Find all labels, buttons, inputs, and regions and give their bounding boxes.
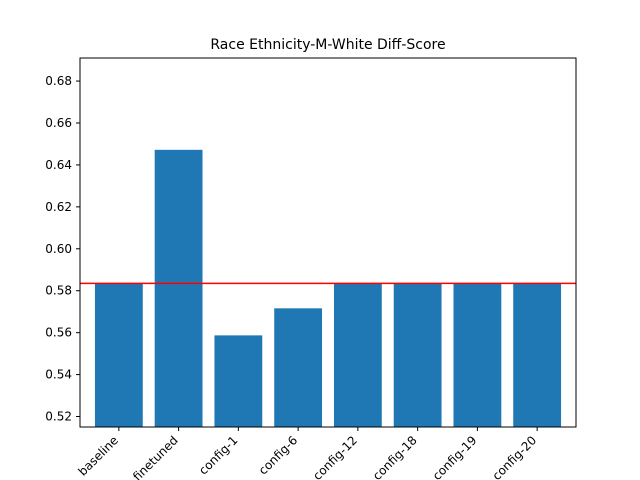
bar-config-6 <box>274 308 323 427</box>
bar-config-1 <box>214 335 263 427</box>
y-tick-label: 0.58 <box>45 284 72 298</box>
y-tick-label: 0.68 <box>45 74 72 88</box>
x-tick-label: config-12 <box>310 433 360 480</box>
x-tick-label: config-1 <box>196 433 240 477</box>
bars-group <box>94 149 562 427</box>
x-axis: baseline finetuned config-1 config-6 config-… <box>76 427 540 480</box>
bar-config-20 <box>513 283 562 427</box>
x-tick-label: config-6 <box>256 433 300 477</box>
y-tick-label: 0.60 <box>45 242 72 256</box>
x-tick-label: finetuned <box>130 433 181 480</box>
y-tick-label: 0.56 <box>45 326 72 340</box>
y-tick-label: 0.52 <box>45 410 72 424</box>
bar-config-18 <box>393 283 442 427</box>
x-tick-label: config-20 <box>490 433 540 480</box>
bar-baseline <box>94 283 143 427</box>
bar-config-12 <box>333 283 382 427</box>
y-tick-label: 0.62 <box>45 200 72 214</box>
y-tick-label: 0.54 <box>45 368 72 382</box>
bar-finetuned <box>154 149 203 427</box>
y-tick-label: 0.66 <box>45 116 72 130</box>
y-axis: 0.52 0.54 0.56 0.58 0.60 0.62 0.64 0.66 0.68 <box>45 74 80 424</box>
x-tick-label: baseline <box>76 433 121 478</box>
x-tick-label: config-19 <box>430 433 480 480</box>
plot-frame <box>79 57 577 428</box>
y-tick-label: 0.64 <box>45 158 72 172</box>
bar-config-19 <box>453 283 502 427</box>
x-tick-label: config-18 <box>370 433 420 480</box>
chart-title: Race Ethnicity-M-White Diff-Score <box>210 37 445 53</box>
